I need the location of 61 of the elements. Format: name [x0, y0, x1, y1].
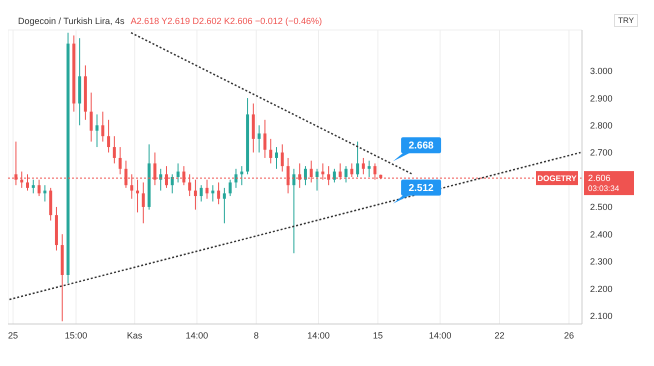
candlestick — [304, 166, 307, 186]
x-tick-label: 25 — [8, 330, 18, 340]
x-tick-label: 14:00 — [428, 330, 452, 340]
candlestick — [292, 168, 296, 254]
text: 2.606 — [588, 173, 611, 184]
candlestick — [217, 182, 220, 205]
candlestick — [101, 111, 104, 142]
x-tick-label: 14:00 — [186, 330, 208, 340]
y-tick-label: 2.200 — [590, 284, 613, 294]
y-tick-label: 2.900 — [590, 93, 613, 104]
x-tick-label: 22 — [494, 330, 504, 340]
annotation: 2.668 — [408, 140, 434, 152]
candlestick — [118, 146, 122, 175]
candlestick — [275, 146, 278, 170]
annotation: 2.512 — [408, 183, 434, 194]
candlestick — [316, 168, 319, 192]
candlestick — [206, 179, 209, 200]
candlestick — [228, 179, 232, 197]
x-tick-label: Kas — [126, 330, 143, 340]
y-tick-label: 3.000 — [590, 66, 613, 76]
candlestick — [142, 182, 145, 224]
candlestick — [194, 179, 197, 210]
candlestick — [38, 179, 41, 197]
candlestick — [222, 187, 226, 224]
candlestick — [90, 92, 93, 142]
candlestick — [234, 168, 238, 188]
y-tick-label: 2.300 — [590, 256, 613, 267]
y-tick-label: 2.800 — [590, 120, 613, 130]
candlestick — [240, 166, 244, 186]
x-tick-label: 15:00 — [64, 330, 88, 340]
y-tick-label: 2.500 — [590, 202, 613, 212]
candlestick — [43, 184, 46, 202]
candlestick — [200, 184, 203, 202]
chart-title: Dogecoin / Turkish Lira, 4s — [18, 16, 125, 26]
text: TRY — [614, 14, 638, 27]
x-tick-label: 8 — [254, 330, 259, 340]
candlestick — [211, 184, 214, 202]
candlestick — [362, 157, 365, 175]
candlestick — [32, 179, 35, 194]
y-tick-label: 2.700 — [590, 148, 613, 158]
candlestick — [344, 166, 348, 183]
ref-line-label: DOGETRY — [537, 174, 578, 184]
candlestick — [176, 162, 180, 183]
text: 03:03:34 — [588, 184, 620, 194]
candlestick — [258, 124, 261, 153]
candlestick — [170, 174, 174, 194]
candlestick — [107, 119, 110, 153]
chart-subtitle: A2.618 Y2.619 D2.602 K2.606 −0.012 (−0.46%) — [130, 16, 322, 26]
candlestick — [280, 144, 284, 172]
candlestick — [95, 114, 98, 148]
candlestick — [356, 141, 360, 178]
x-tick-label: 14:00 — [307, 330, 330, 340]
candlestick — [263, 119, 266, 158]
y-tick-label: 2.400 — [590, 229, 613, 240]
y-tick-label: 2.100 — [590, 311, 613, 322]
candlestick — [368, 160, 371, 178]
x-tick-label: 26 — [564, 330, 574, 340]
candlestick — [269, 138, 272, 164]
x-tick-label: 15 — [372, 330, 383, 340]
candlestick — [332, 168, 336, 183]
candlestick — [112, 136, 116, 164]
